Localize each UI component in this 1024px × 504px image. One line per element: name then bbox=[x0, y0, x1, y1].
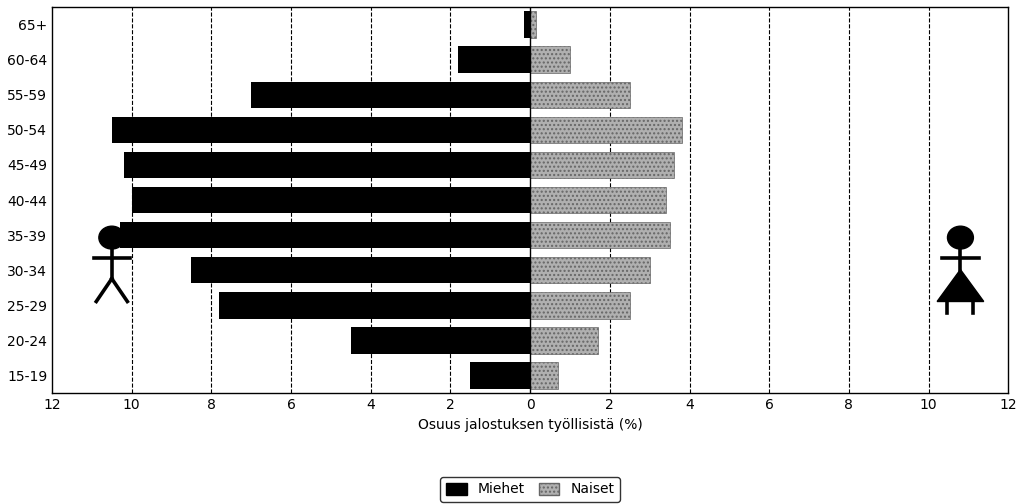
Bar bbox=[530, 187, 666, 213]
Bar bbox=[124, 152, 530, 178]
Circle shape bbox=[947, 226, 974, 249]
Bar bbox=[530, 116, 682, 143]
Bar bbox=[191, 257, 530, 283]
Bar bbox=[530, 362, 558, 389]
Bar bbox=[351, 327, 530, 354]
Bar bbox=[132, 187, 530, 213]
Bar bbox=[530, 46, 570, 73]
Bar bbox=[530, 82, 630, 108]
X-axis label: Osuus jalostuksen työllisistä (%): Osuus jalostuksen työllisistä (%) bbox=[418, 417, 642, 431]
Bar bbox=[530, 152, 674, 178]
Bar bbox=[530, 222, 670, 248]
Bar bbox=[524, 11, 530, 38]
Bar bbox=[530, 327, 598, 354]
Bar bbox=[112, 116, 530, 143]
Circle shape bbox=[99, 226, 125, 249]
Bar bbox=[459, 46, 530, 73]
Polygon shape bbox=[937, 270, 984, 301]
Bar bbox=[120, 222, 530, 248]
Bar bbox=[251, 82, 530, 108]
Bar bbox=[219, 292, 530, 319]
Bar bbox=[470, 362, 530, 389]
Bar bbox=[530, 292, 630, 319]
Bar bbox=[530, 257, 649, 283]
Bar bbox=[530, 11, 537, 38]
Legend: Miehet, Naiset: Miehet, Naiset bbox=[440, 477, 621, 502]
